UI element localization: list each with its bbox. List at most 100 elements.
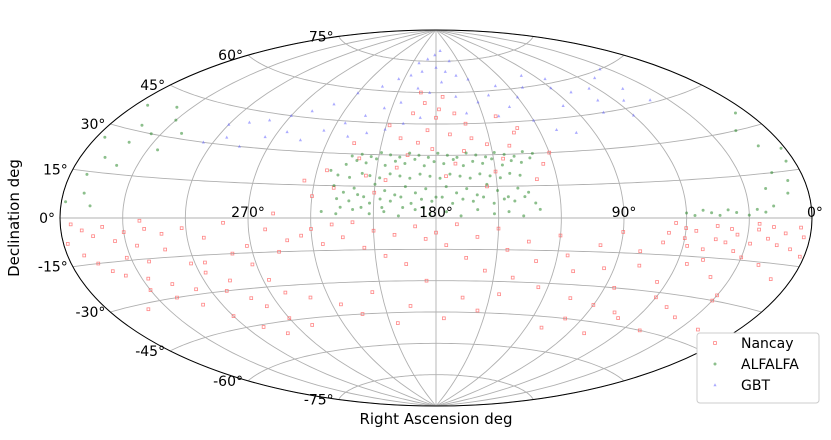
data-point <box>483 268 487 273</box>
data-point <box>411 111 415 116</box>
data-point <box>399 195 403 199</box>
data-point <box>344 162 348 166</box>
data-point <box>428 174 432 178</box>
data-point <box>492 151 496 155</box>
data-point <box>757 221 762 226</box>
data-point <box>648 98 652 102</box>
data-point <box>442 162 446 166</box>
data-point <box>465 187 469 191</box>
data-point <box>474 153 478 157</box>
parallel-line <box>247 54 625 94</box>
data-point <box>543 77 547 81</box>
data-point <box>423 237 428 241</box>
data-point <box>534 259 538 263</box>
data-point <box>339 302 343 307</box>
data-point <box>351 207 355 211</box>
data-point <box>68 222 73 227</box>
data-point <box>621 230 626 234</box>
data-point <box>747 213 751 217</box>
data-point <box>379 151 383 155</box>
data-point <box>419 197 423 201</box>
data-point <box>756 263 761 267</box>
data-point <box>596 98 600 102</box>
data-point <box>488 174 492 178</box>
ra-tick-label: 180° <box>419 205 453 221</box>
data-point <box>231 314 236 318</box>
data-point <box>438 49 442 53</box>
data-point <box>444 174 448 179</box>
data-point <box>475 193 479 197</box>
data-point <box>360 312 365 316</box>
data-point <box>501 156 505 161</box>
data-point <box>420 69 424 73</box>
data-point <box>375 157 379 161</box>
data-point <box>127 140 131 144</box>
data-point <box>277 249 281 254</box>
data-point <box>383 254 388 258</box>
data-point <box>368 174 372 178</box>
data-point <box>710 298 715 303</box>
dec-tick-label: -45° <box>135 344 165 360</box>
data-point <box>409 201 413 205</box>
data-point <box>471 199 475 203</box>
data-point <box>263 135 267 139</box>
dec-tick-label: -15° <box>38 260 68 276</box>
data-point <box>362 245 367 250</box>
data-point <box>509 159 513 163</box>
data-point <box>602 266 606 271</box>
data-point <box>382 106 386 110</box>
data-point <box>263 227 267 232</box>
data-point <box>404 262 409 266</box>
data-point <box>772 204 776 208</box>
data-point <box>65 242 70 246</box>
data-point <box>360 152 364 156</box>
dec-tick-label: -60° <box>213 374 243 390</box>
data-point <box>416 140 420 145</box>
legend-items: Nancay ALFALFA GBT <box>713 336 799 394</box>
data-point <box>455 222 459 227</box>
data-point <box>735 210 739 214</box>
data-point <box>224 289 229 293</box>
dec-tick-label: -30° <box>76 305 106 321</box>
data-point <box>493 114 498 119</box>
data-point <box>541 162 546 166</box>
data-point <box>79 228 84 233</box>
data-point <box>149 132 153 136</box>
data-point <box>221 220 225 225</box>
data-point <box>757 227 761 232</box>
data-point <box>463 121 468 126</box>
data-point <box>378 176 382 180</box>
legend-label: GBT <box>741 378 770 394</box>
data-point <box>622 98 626 102</box>
data-point <box>428 212 432 216</box>
data-point <box>493 169 498 174</box>
tick-labels: 270° 180° 90° 0° 75° 60° 45° 30° 15° 0° -15° -30° -4… <box>38 29 823 408</box>
dec-tick-label: 60° <box>218 48 243 64</box>
data-point <box>347 199 351 203</box>
data-point <box>85 172 89 176</box>
data-point <box>91 234 95 238</box>
data-point <box>569 90 573 94</box>
data-point <box>201 302 205 307</box>
data-point <box>735 232 740 237</box>
data-point <box>788 247 792 252</box>
data-point <box>522 214 526 218</box>
data-point <box>334 212 338 216</box>
data-point <box>356 91 360 95</box>
data-point <box>616 316 620 320</box>
legend-item-gbt: GBT <box>713 378 770 394</box>
data-point <box>203 270 208 275</box>
data-point <box>770 171 774 175</box>
data-point <box>549 86 553 90</box>
data-point <box>582 331 586 336</box>
data-point <box>418 115 422 119</box>
data-point <box>88 204 92 208</box>
data-point <box>364 161 368 165</box>
data-point <box>696 327 700 332</box>
data-point <box>413 191 417 195</box>
data-point <box>784 159 788 163</box>
data-point <box>591 303 596 307</box>
data-point <box>310 323 314 327</box>
data-point <box>534 201 538 205</box>
data-point <box>418 172 422 176</box>
